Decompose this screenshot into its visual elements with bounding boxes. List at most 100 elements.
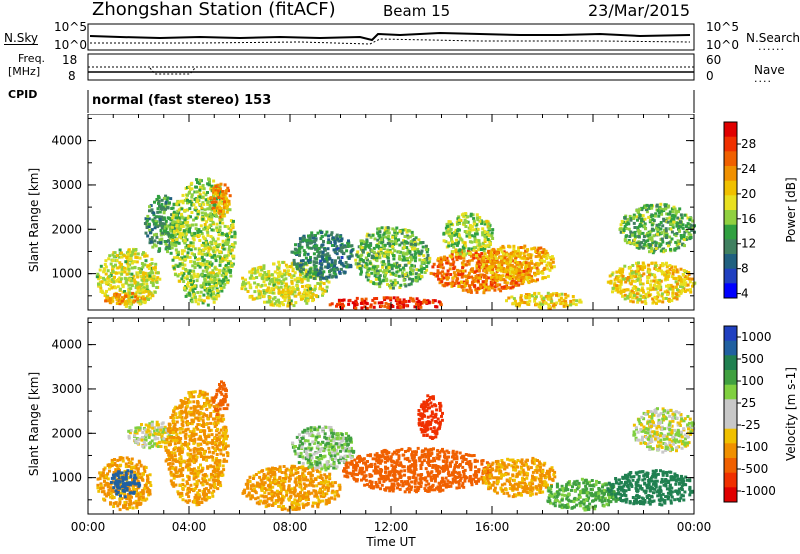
scatter-cell	[117, 255, 121, 259]
scatter-cell	[677, 210, 680, 214]
scatter-cell	[644, 302, 648, 305]
scatter-cell	[686, 216, 690, 220]
scatter-cell	[139, 270, 143, 274]
scatter-cell	[277, 288, 281, 292]
scatter-cell	[177, 227, 181, 231]
scatter-cell	[657, 211, 661, 215]
scatter-cell	[293, 251, 297, 255]
scatter-cell	[447, 232, 451, 235]
scatter-cell	[671, 210, 675, 214]
scatter-cell	[129, 460, 133, 464]
scatter-cell	[126, 492, 130, 496]
scatter-cell	[478, 243, 482, 247]
scatter-cell	[327, 234, 330, 238]
scatter-cell	[197, 181, 201, 185]
scatter-cell	[306, 291, 310, 295]
scatter-cell	[473, 222, 477, 226]
scatter-cell	[216, 183, 220, 187]
scatter-cell	[118, 287, 122, 291]
scatter-cell	[310, 231, 314, 235]
scatter-cell	[548, 263, 552, 267]
date-label: 23/Mar/2015	[588, 1, 691, 20]
scatter-cell	[348, 298, 352, 302]
scatter-cell	[533, 263, 537, 267]
scatter-cell	[258, 290, 262, 294]
scatter-cell	[473, 284, 477, 288]
scatter-cell	[170, 213, 174, 217]
scatter-cell	[656, 230, 660, 234]
scatter-cell	[382, 260, 386, 264]
scatter-cell	[348, 255, 352, 259]
scatter-cell	[483, 238, 487, 242]
scatter-cell	[190, 252, 194, 256]
scatter-cell	[490, 255, 494, 259]
scatter-cell	[180, 212, 184, 216]
scatter-cell	[440, 263, 444, 267]
scatter-cell	[679, 280, 683, 284]
scatter-cell	[319, 285, 322, 289]
scatter-cell	[365, 263, 369, 267]
scatter-cell	[391, 264, 395, 268]
scatter-cell	[345, 249, 349, 253]
scatter-cell	[653, 275, 657, 279]
scatter-cell	[113, 458, 116, 461]
scatter-cell	[657, 226, 661, 230]
scatter-cell	[152, 274, 156, 278]
scatter-cell	[127, 272, 131, 276]
scatter-cell	[212, 238, 216, 242]
scatter-cell	[474, 276, 478, 280]
scatter-cell	[656, 295, 660, 299]
scatter-cell	[191, 241, 195, 245]
scatter-cell	[134, 466, 138, 470]
scatter-cell	[183, 231, 186, 235]
scatter-cell	[130, 276, 134, 280]
scatter-cell	[641, 295, 645, 299]
scatter-cell	[169, 241, 173, 245]
scatter-cell	[301, 285, 304, 288]
scatter-cell	[132, 278, 136, 282]
scatter-cell	[176, 274, 180, 278]
scatter-cell	[482, 291, 486, 295]
scatter-cell	[462, 259, 466, 263]
scatter-cell	[641, 265, 645, 269]
scatter-cell	[207, 275, 211, 279]
scatter-cell	[178, 235, 182, 239]
scatter-cell	[150, 208, 154, 212]
scatter-cell	[651, 297, 655, 301]
scatter-cell	[218, 228, 222, 232]
scatter-cell	[302, 294, 306, 298]
scatter-cell	[321, 292, 325, 296]
colorbar-swatch	[724, 195, 737, 211]
scatter-cell	[108, 301, 112, 305]
scatter-cell	[682, 233, 686, 237]
scatter-cell	[640, 206, 644, 210]
scatter-cell	[316, 273, 320, 277]
scatter-cell	[632, 291, 636, 295]
scatter-cell	[655, 301, 658, 305]
scatter-cell	[146, 234, 150, 238]
scatter-cell	[221, 221, 225, 225]
scatter-cell	[311, 270, 315, 274]
scatter-cell	[143, 498, 147, 502]
scatter-cell	[527, 264, 531, 268]
scatter-cell	[273, 302, 277, 306]
scatter-cell	[324, 233, 328, 237]
scatter-cell	[451, 276, 455, 280]
scatter-cell	[380, 260, 384, 264]
scatter-cell	[251, 267, 255, 271]
scatter-cell	[221, 190, 225, 193]
scatter-cell	[671, 223, 675, 227]
scatter-cell	[120, 255, 123, 259]
scatter-cell	[148, 231, 152, 235]
scatter-cell	[126, 294, 130, 298]
scatter-cell	[512, 244, 516, 248]
scatter-cell	[316, 250, 320, 253]
scatter-cell	[673, 214, 677, 218]
scatter-cell	[623, 293, 627, 297]
scatter-cell	[217, 281, 221, 285]
scatter-cell	[665, 217, 669, 221]
scatter-cell	[632, 221, 636, 225]
scatter-cell	[482, 261, 486, 265]
scatter-cell	[108, 274, 112, 278]
scatter-cell	[493, 261, 496, 265]
